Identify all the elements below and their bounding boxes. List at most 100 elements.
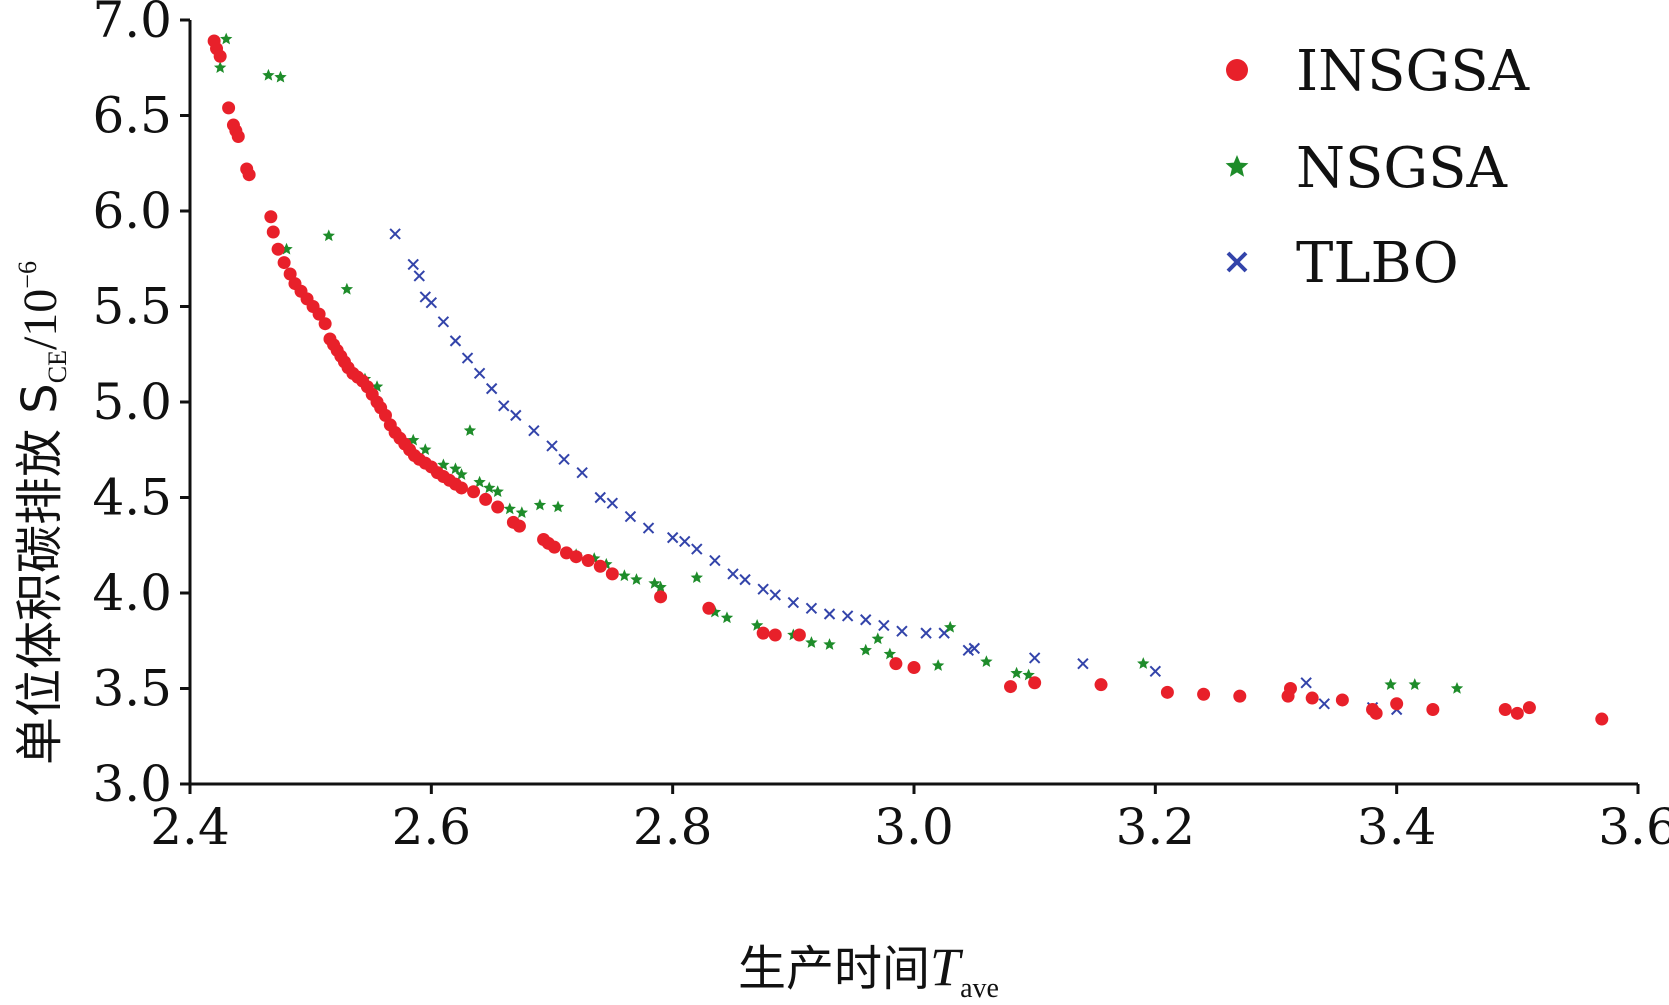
data-point-nsgsa — [213, 61, 227, 74]
x-axis-ticks: 2.4 2.6 2.8 3.0 3.2 3.4 3.6 — [150, 784, 1669, 856]
data-point-insgsa — [1369, 706, 1383, 720]
data-point-tlbo — [691, 543, 703, 555]
data-markers — [207, 32, 1609, 726]
data-point-nsgsa — [340, 282, 354, 295]
data-point-tlbo — [546, 440, 558, 452]
y-tick-label: 3.0 — [92, 755, 172, 813]
data-point-insgsa — [491, 500, 505, 514]
data-point-nsgsa — [708, 605, 722, 618]
y-tick-label: 6.5 — [92, 87, 172, 145]
data-point-tlbo — [461, 352, 474, 364]
data-point-insgsa — [1426, 703, 1440, 717]
y-tick-label: 4.0 — [92, 564, 172, 622]
data-point-tlbo — [787, 596, 800, 609]
x-axis-title-variable: T — [930, 937, 964, 997]
data-point-tlbo — [606, 497, 619, 509]
data-point-tlbo — [1028, 652, 1041, 664]
data-point-nsgsa — [449, 462, 462, 475]
data-point-nsgsa — [931, 659, 945, 671]
data-point-tlbo — [498, 400, 510, 412]
data-point-insgsa — [1028, 676, 1042, 690]
legend-marker-nsgsa — [1225, 155, 1249, 177]
data-point-tlbo — [920, 627, 932, 639]
data-point-nsgsa — [823, 638, 836, 650]
data-point-tlbo — [449, 335, 462, 347]
data-point-insgsa — [264, 210, 278, 224]
data-point-tlbo — [860, 614, 872, 626]
legend-marker-tlbo — [1226, 251, 1248, 273]
data-point-tlbo — [389, 228, 401, 240]
data-point-nsgsa — [220, 32, 233, 45]
data-point-nsgsa — [551, 500, 565, 513]
data-point-tlbo — [878, 619, 890, 632]
data-point-tlbo — [407, 258, 419, 271]
series-tlbo — [389, 228, 1403, 716]
data-point-tlbo — [1318, 698, 1330, 710]
data-point-tlbo — [679, 535, 691, 548]
data-point-insgsa — [467, 485, 481, 499]
data-point-nsgsa — [1408, 678, 1421, 690]
legend-marker-insgsa — [1226, 59, 1248, 81]
data-point-nsgsa — [463, 424, 477, 436]
data-point-insgsa — [768, 628, 782, 642]
data-point-tlbo — [1077, 657, 1089, 670]
data-point-insgsa — [1305, 691, 1319, 705]
y-tick-label: 4.5 — [92, 469, 172, 527]
data-point-insgsa — [1094, 678, 1108, 692]
data-point-insgsa — [547, 540, 561, 554]
data-point-insgsa — [1510, 706, 1524, 720]
data-point-nsgsa — [805, 636, 818, 648]
data-point-nsgsa — [503, 502, 516, 515]
data-point-insgsa — [231, 130, 245, 144]
data-point-tlbo — [823, 608, 836, 620]
data-point-nsgsa — [533, 498, 547, 511]
data-point-nsgsa — [1450, 682, 1464, 694]
x-tick-label: 2.4 — [150, 798, 230, 856]
data-point-nsgsa — [654, 580, 667, 593]
legend-item-nsgsa: NSGSA — [1225, 136, 1507, 201]
data-point-nsgsa — [944, 620, 957, 633]
data-point-insgsa — [1390, 697, 1404, 711]
data-point-nsgsa — [491, 485, 504, 498]
data-point-tlbo — [413, 270, 425, 282]
x-tick-label: 3.0 — [874, 798, 954, 856]
x-tick-label: 3.2 — [1116, 798, 1196, 856]
data-point-tlbo — [968, 642, 981, 655]
legend-label-nsgsa: NSGSA — [1296, 136, 1507, 201]
data-point-nsgsa — [419, 443, 432, 456]
y-axis-title-exponent: −6 — [13, 261, 42, 289]
data-point-insgsa — [1522, 701, 1536, 715]
data-point-insgsa — [593, 559, 607, 573]
data-point-nsgsa — [1137, 657, 1150, 669]
data-point-tlbo — [805, 602, 818, 614]
data-point-nsgsa — [980, 655, 993, 668]
data-point-tlbo — [594, 491, 606, 504]
legend-label-insgsa: INSGSA — [1296, 39, 1530, 104]
data-point-insgsa — [318, 317, 332, 331]
x-axis-title-text: 生产时间 — [738, 941, 930, 997]
x-tick-label: 2.6 — [392, 798, 472, 856]
data-point-nsgsa — [871, 632, 884, 645]
data-point-tlbo — [666, 531, 679, 544]
data-point-insgsa — [455, 481, 468, 495]
x-axis-title: 生产时间Tave — [738, 937, 999, 1004]
series-insgsa — [207, 34, 1609, 726]
y-tick-label: 5.5 — [92, 278, 172, 336]
data-point-nsgsa — [1384, 678, 1397, 690]
data-point-insgsa — [271, 242, 285, 256]
data-point-nsgsa — [262, 68, 275, 81]
data-point-insgsa — [581, 554, 595, 568]
data-point-insgsa — [1335, 693, 1349, 707]
data-point-tlbo — [727, 568, 739, 580]
data-point-tlbo — [841, 610, 854, 622]
data-point-insgsa — [889, 657, 903, 671]
axes: 2.4 2.6 2.8 3.0 3.2 3.4 3.6 3.0 3.5 4.0 4.5 5.0 5.5… — [92, 0, 1669, 856]
data-point-tlbo — [642, 522, 655, 534]
data-point-nsgsa — [473, 475, 486, 488]
data-point-insgsa — [512, 519, 526, 533]
data-point-tlbo — [473, 367, 486, 380]
y-tick-label: 6.0 — [92, 182, 172, 240]
x-tick-label: 3.4 — [1357, 798, 1437, 856]
